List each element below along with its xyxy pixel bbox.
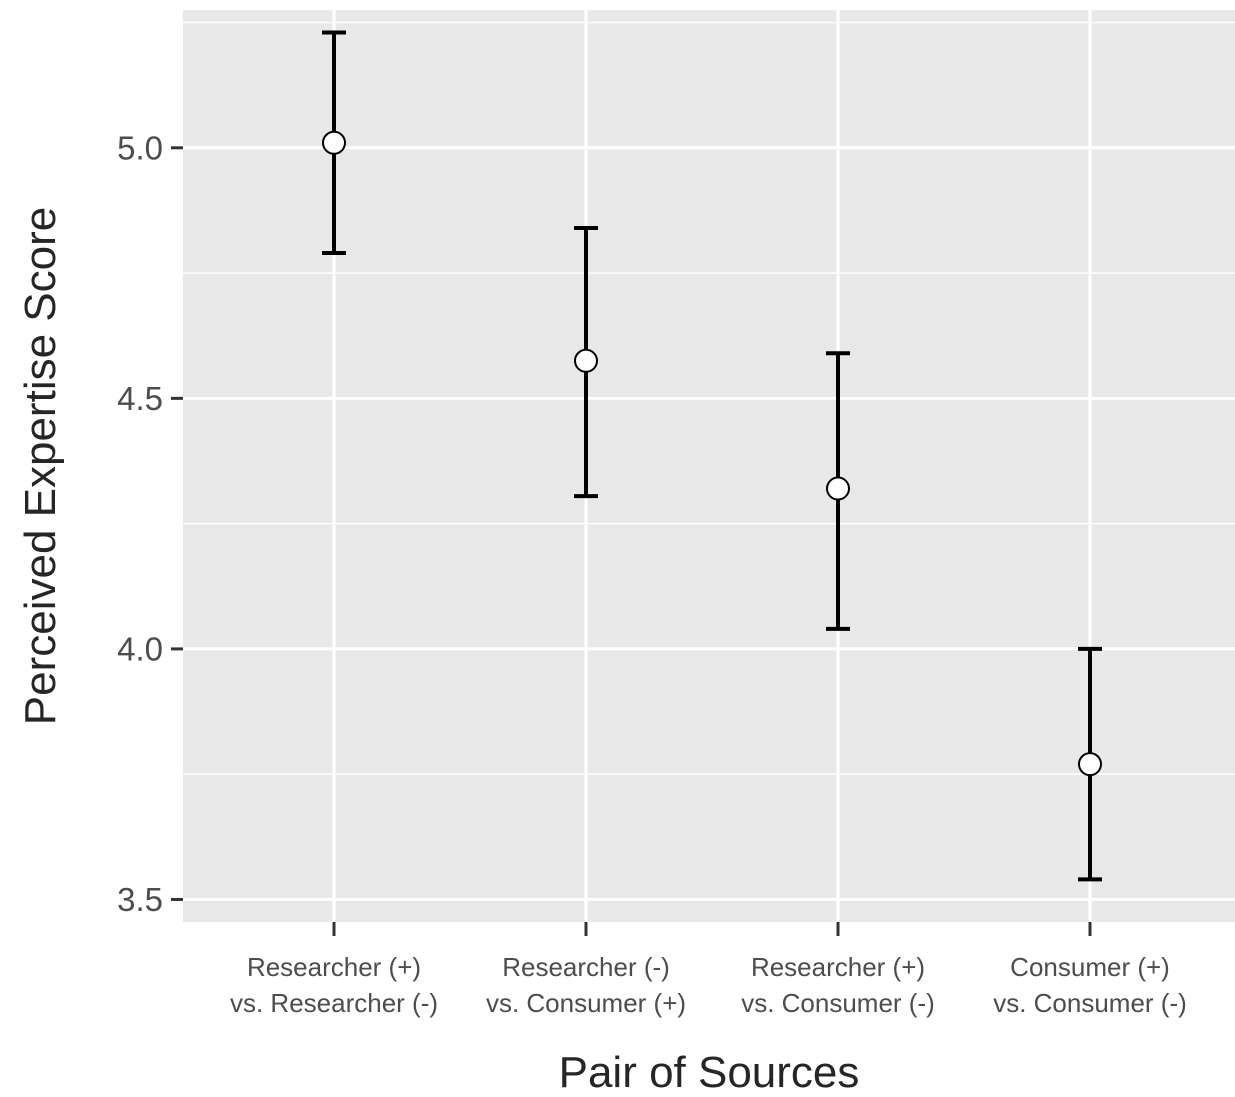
- y-axis-tick-labels: 3.5 4.0 4.5 5.0: [117, 129, 163, 918]
- y-axis-title: Perceived Expertise Score: [16, 207, 65, 725]
- x-tick-label: Researcher (+) vs. Researcher (-): [230, 952, 438, 1018]
- x-tick-label-line: Researcher (+): [751, 952, 925, 982]
- x-tick-label: Consumer (+) vs. Consumer (-): [993, 952, 1187, 1018]
- data-point: [826, 476, 850, 501]
- plot-panel: [183, 10, 1235, 922]
- y-tick-label: 4.0: [117, 630, 163, 667]
- x-tick-label-line: vs. Consumer (-): [993, 988, 1187, 1018]
- x-tick-label-line: vs. Consumer (+): [486, 988, 686, 1018]
- y-tick-label: 5.0: [117, 129, 163, 166]
- minor-gridlines: [183, 21, 1235, 775]
- y-tick-label: 3.5: [117, 881, 163, 918]
- y-tick-label: 4.5: [117, 380, 163, 417]
- x-tick-label: Researcher (-) vs. Consumer (+): [486, 952, 686, 1018]
- x-tick-label-line: Consumer (+): [1010, 952, 1170, 982]
- x-tick-label-line: Researcher (+): [247, 952, 421, 982]
- data-points: [322, 130, 1102, 777]
- data-point: [574, 348, 598, 373]
- data-point: [1078, 752, 1102, 777]
- x-tick-label-line: Researcher (-): [502, 952, 670, 982]
- x-tick-label-line: vs. Researcher (-): [230, 988, 438, 1018]
- x-tick-label-line: vs. Consumer (-): [741, 988, 935, 1018]
- y-axis-ticks: [171, 146, 183, 901]
- x-axis-title: Pair of Sources: [559, 1048, 860, 1097]
- x-axis-tick-labels: Researcher (+) vs. Researcher (-)Research…: [230, 952, 1187, 1018]
- x-axis-ticks: [332, 922, 1092, 936]
- data-point: [322, 130, 346, 155]
- x-tick-label: Researcher (+) vs. Consumer (-): [741, 952, 935, 1018]
